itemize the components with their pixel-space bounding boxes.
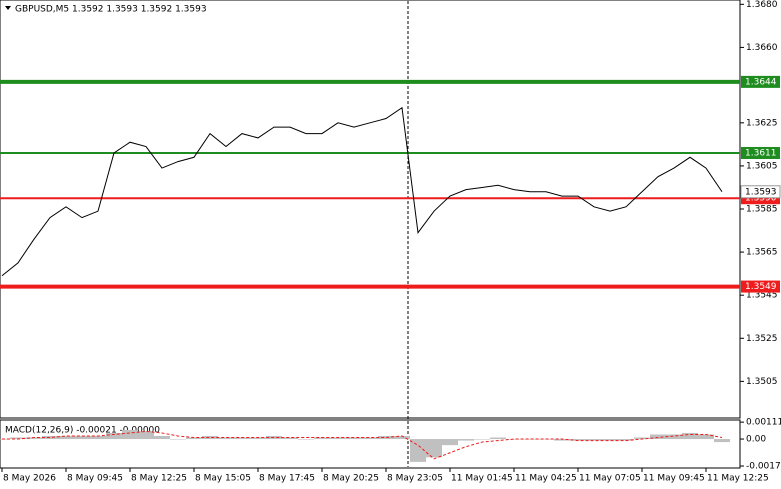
macd-bar bbox=[74, 436, 90, 440]
macd-bar bbox=[58, 436, 74, 440]
macd-bar bbox=[666, 434, 682, 440]
macd-bar bbox=[554, 439, 570, 441]
x-tick-label: 11 May 07:05 bbox=[579, 474, 641, 484]
macd-bar bbox=[282, 437, 298, 440]
macd-bar bbox=[474, 439, 490, 440]
x-tick-label: 11 May 01:45 bbox=[451, 474, 513, 484]
macd-bar bbox=[602, 439, 618, 441]
y-tick-label: -0.00177 bbox=[746, 462, 781, 472]
macd-bar bbox=[394, 436, 410, 440]
menu-arrow bbox=[5, 6, 11, 10]
macd-bar bbox=[682, 432, 698, 440]
x-tick-label: 11 May 09:45 bbox=[643, 474, 705, 484]
macd-title: MACD(12,26,9) -0.00021 -0.00000 bbox=[5, 426, 160, 436]
macd-bar bbox=[362, 437, 378, 440]
price-line bbox=[1, 106, 723, 277]
x-tick-label: 8 May 17:45 bbox=[259, 474, 315, 484]
y-tick-label: 1.3625 bbox=[746, 118, 778, 128]
macd-bar bbox=[186, 437, 202, 440]
macd-bar bbox=[26, 437, 42, 440]
macd-bar bbox=[154, 436, 170, 440]
macd-bar bbox=[426, 439, 442, 458]
macd-bar bbox=[234, 437, 250, 440]
macd-bar bbox=[346, 437, 362, 440]
macd-bar bbox=[714, 439, 730, 443]
y-tick-label: 1.3545 bbox=[746, 291, 778, 301]
level-label-box bbox=[741, 280, 780, 293]
macd-bar bbox=[42, 436, 58, 440]
level-label: 1.3549 bbox=[745, 282, 777, 292]
x-tick-label: 8 May 2026 bbox=[3, 474, 56, 484]
macd-bar bbox=[298, 439, 314, 440]
y-tick-label: 0.00 bbox=[746, 435, 766, 445]
macd-bar bbox=[442, 439, 458, 446]
macd-panel bbox=[0, 419, 741, 469]
macd-bar bbox=[170, 439, 186, 440]
macd-bar bbox=[650, 434, 666, 440]
macd-bar bbox=[202, 436, 218, 440]
macd-bar bbox=[490, 437, 506, 440]
macd-bar bbox=[106, 432, 122, 440]
macd-bar bbox=[250, 437, 266, 440]
y-tick-label: 1.3505 bbox=[746, 377, 778, 387]
y-tick-label: 1.3585 bbox=[746, 205, 778, 215]
y-tick-label: 1.3680 bbox=[746, 0, 778, 10]
x-tick-label: 11 May 12:25 bbox=[707, 474, 769, 484]
x-tick-label: 8 May 15:05 bbox=[195, 474, 251, 484]
x-tick-label: 8 May 09:45 bbox=[67, 474, 123, 484]
main-panel bbox=[0, 0, 741, 419]
y-tick-label: 1.3525 bbox=[746, 334, 778, 344]
macd-bar bbox=[378, 436, 394, 440]
x-tick-label: 8 May 23:05 bbox=[387, 474, 443, 484]
macd-bar bbox=[218, 437, 234, 440]
y-tick-label: 1.3660 bbox=[746, 43, 778, 53]
signal-line bbox=[2, 430, 723, 460]
macd-bar bbox=[570, 439, 586, 441]
y-tick-label: 1.3565 bbox=[746, 248, 778, 258]
x-tick-label: 8 May 20:25 bbox=[323, 474, 379, 484]
level-label-box bbox=[741, 75, 780, 88]
x-tick-label: 8 May 12:25 bbox=[131, 474, 187, 484]
level-label-box bbox=[741, 146, 780, 159]
macd-bar bbox=[410, 439, 426, 462]
macd-bar bbox=[330, 437, 346, 440]
macd-bar bbox=[122, 429, 138, 440]
y-tick-label: 1.3605 bbox=[746, 161, 778, 171]
chart-title: GBPUSD,M5 1.3592 1.3593 1.3592 1.3593 bbox=[15, 5, 207, 15]
macd-bar bbox=[522, 439, 538, 440]
macd-bar bbox=[90, 436, 106, 440]
macd-bar bbox=[458, 439, 474, 441]
macd-bar bbox=[634, 437, 650, 440]
last-price-box bbox=[740, 185, 781, 199]
level-label: 1.3590 bbox=[745, 194, 777, 204]
last-price-label: 1.3593 bbox=[745, 187, 777, 197]
level-label: 1.3611 bbox=[745, 148, 777, 158]
macd-bar bbox=[10, 437, 26, 440]
macd-bar bbox=[698, 434, 714, 440]
macd-bar bbox=[314, 437, 330, 440]
macd-bar bbox=[586, 439, 602, 441]
macd-bar bbox=[506, 439, 522, 440]
macd-bar bbox=[138, 431, 154, 440]
x-tick-label: 11 May 04:25 bbox=[515, 474, 577, 484]
y-tick-label: 0.00111 bbox=[746, 418, 781, 428]
level-label: 1.3644 bbox=[745, 77, 777, 87]
macd-bar bbox=[618, 439, 634, 441]
